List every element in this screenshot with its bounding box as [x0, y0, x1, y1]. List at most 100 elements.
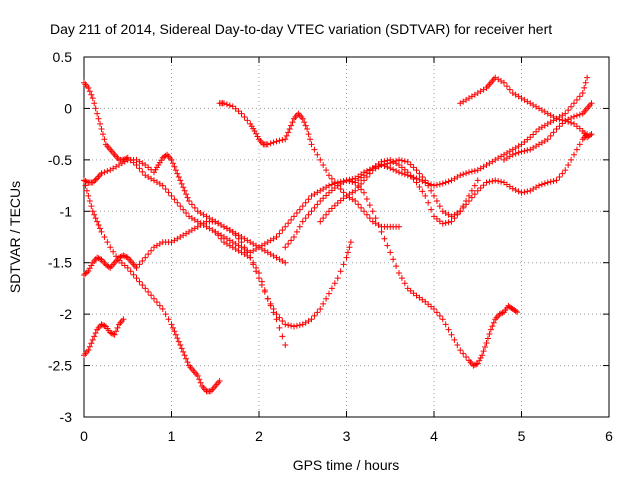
data-point [471, 167, 478, 174]
data-point [378, 158, 385, 165]
data-point [88, 203, 95, 210]
data-point [431, 306, 437, 312]
data-point [326, 172, 332, 179]
data-point [433, 198, 440, 204]
data-point [105, 263, 112, 270]
data-point [238, 239, 245, 246]
data-point [180, 184, 187, 191]
data-point [565, 162, 572, 168]
data-point [302, 199, 309, 206]
data-point [261, 287, 268, 294]
data-point [136, 261, 143, 268]
data-point [553, 126, 560, 132]
data-point [320, 195, 327, 202]
data-point [282, 342, 289, 348]
data-point [253, 130, 260, 137]
data-point [524, 188, 531, 195]
data-point [466, 169, 472, 176]
data-point [98, 228, 105, 235]
data-point [509, 185, 516, 192]
data-point [107, 329, 114, 336]
data-point [302, 215, 309, 222]
data-point [191, 204, 198, 211]
data-point [571, 100, 577, 107]
data-point [448, 331, 455, 338]
data-point [396, 156, 402, 163]
data-point [512, 187, 519, 194]
data-point [111, 331, 118, 338]
data-point [416, 170, 423, 177]
series-track-3 [81, 177, 223, 395]
data-point [328, 175, 335, 182]
data-point [431, 182, 437, 189]
data-point [308, 208, 315, 215]
data-point [196, 376, 203, 383]
data-point [495, 178, 502, 185]
data-point [457, 208, 464, 215]
data-point [323, 295, 330, 302]
data-point [180, 206, 187, 213]
data-point [422, 179, 429, 186]
data-point [314, 151, 321, 158]
data-point [390, 166, 397, 173]
data-point [468, 194, 475, 201]
data-point [428, 181, 435, 188]
data-point [186, 198, 192, 204]
data-point [165, 316, 172, 323]
data-point [355, 184, 362, 191]
data-point [588, 100, 595, 107]
data-point [544, 136, 551, 143]
data-point [279, 333, 286, 340]
data-point [349, 178, 356, 185]
chart-title: Day 211 of 2014, Sidereal Day-to-day VTE… [50, 21, 552, 37]
data-point [384, 164, 391, 171]
data-point [442, 179, 449, 186]
series-track-7 [212, 228, 354, 330]
data-point [320, 162, 327, 168]
data-point [355, 201, 362, 208]
data-point [512, 308, 519, 315]
data-point [530, 131, 537, 138]
data-point [162, 311, 169, 318]
data-point [99, 131, 106, 138]
data-point [232, 232, 239, 239]
data-point [124, 264, 131, 271]
data-point [477, 184, 484, 191]
data-point [326, 208, 332, 215]
data-point [177, 177, 184, 184]
data-point [571, 113, 577, 120]
data-point [291, 213, 297, 220]
data-point [343, 177, 350, 184]
data-point [256, 275, 262, 282]
x-tick-labels: 0 1 2 3 4 5 6 [80, 428, 613, 444]
data-point [346, 244, 353, 251]
data-point [483, 179, 490, 186]
data-point [538, 181, 545, 188]
data-point [293, 210, 300, 216]
data-point [139, 168, 146, 175]
data-point [276, 314, 283, 321]
data-point [451, 336, 458, 343]
data-point [477, 355, 484, 362]
data-point [282, 136, 289, 143]
data-point [92, 330, 99, 336]
data-point [302, 122, 309, 129]
data-point [301, 119, 308, 126]
data-point [553, 115, 560, 122]
data-point [410, 176, 417, 183]
data-point [556, 123, 563, 130]
data-point [267, 140, 274, 147]
data-point [254, 133, 261, 140]
data-point [91, 211, 98, 218]
data-point [506, 86, 513, 93]
data-point [282, 244, 289, 251]
data-point [288, 237, 295, 244]
data-point [361, 189, 367, 196]
data-point [251, 128, 258, 135]
series-track-4 [81, 316, 127, 359]
data-point [337, 186, 344, 192]
data-point [145, 251, 152, 258]
data-point [136, 278, 143, 285]
data-point [276, 324, 283, 331]
